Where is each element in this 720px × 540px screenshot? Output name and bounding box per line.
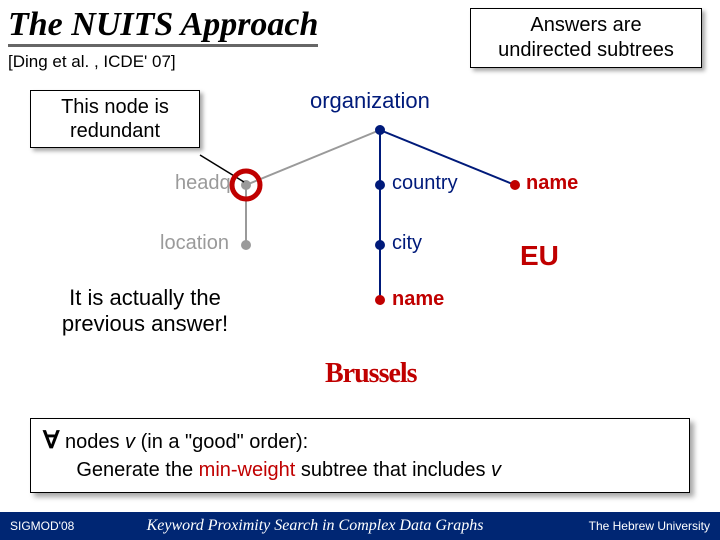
footer-bar: SIGMOD'08 Keyword Proximity Search in Co… <box>0 512 720 540</box>
footer-title: Keyword Proximity Search in Complex Data… <box>90 517 540 535</box>
node-country-label: country <box>392 172 458 195</box>
algorithm-box: ∀ nodes v (in a "good" order): Generate … <box>30 418 690 493</box>
node-name-city-label: name <box>392 288 444 311</box>
previous-answer-note: It is actually the previous answer! <box>30 285 260 337</box>
citation: [Ding et al. , ICDE' 07] <box>8 52 176 72</box>
leaf-eu-label: EU <box>520 240 559 272</box>
node-city-label: city <box>392 232 422 255</box>
algo-line-1: ∀ nodes v (in a "good" order): <box>43 425 677 457</box>
algo-line-2: Generate the min-weight subtree that inc… <box>43 457 677 484</box>
answers-note-text: Answers are undirected subtrees <box>498 14 674 61</box>
forall-symbol: ∀ <box>43 428 59 454</box>
footer-right: The Hebrew University <box>540 519 720 533</box>
leaf-brussels-label: Brussels <box>325 358 417 390</box>
redundant-note-text: This node is redundant <box>61 96 169 142</box>
redundant-note-box: This node is redundant <box>30 90 200 148</box>
footer-left: SIGMOD'08 <box>0 519 90 533</box>
node-headq-label: headq <box>175 172 231 195</box>
slide-title: The NUITS Approach <box>8 6 318 47</box>
node-name-org-label: name <box>526 172 578 195</box>
node-location-label: location <box>160 232 229 255</box>
node-organization-label: organization <box>310 88 430 114</box>
answers-note-box: Answers are undirected subtrees <box>470 8 702 68</box>
